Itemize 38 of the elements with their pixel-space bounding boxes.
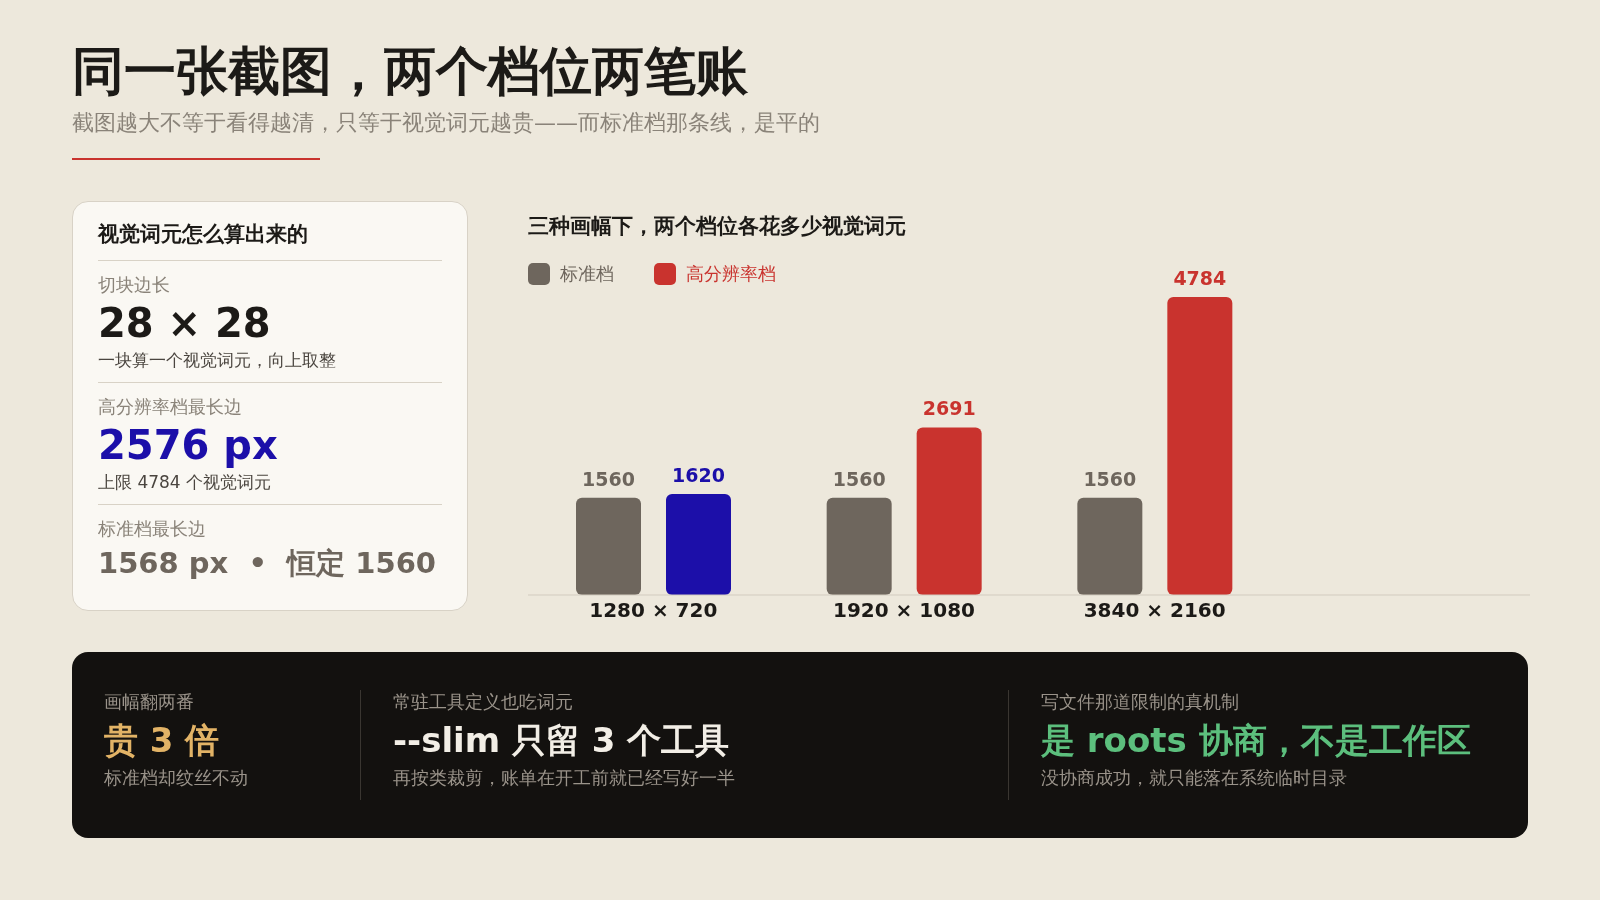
text: 1568 px • 恒定 1560	[98, 545, 437, 582]
bar	[576, 497, 641, 595]
bar	[1167, 297, 1233, 595]
data-label: 1560	[582, 467, 635, 490]
text: 常驻工具定义也吃词元	[393, 690, 574, 714]
data-label: 2691	[922, 397, 976, 420]
data-label: 1560	[832, 467, 886, 490]
legend-label: 标准档	[559, 262, 614, 286]
text: 2576 px	[98, 421, 279, 470]
text: 切块边长	[98, 273, 171, 297]
text: 没协商成功，就只能落在系统临时目录	[1041, 766, 1348, 790]
data-label: 1620	[672, 464, 725, 487]
text: 一块算一个视觉词元，向上取整	[98, 349, 337, 372]
data-label: 4784	[1173, 267, 1227, 289]
bar	[826, 497, 892, 595]
text: 再按类裁剪，账单在开工前就已经写好一半	[393, 766, 736, 790]
text: 标准档却纹丝不动	[104, 766, 249, 790]
legend-label: 高分辨率档	[685, 262, 776, 286]
text: 贵 3 倍	[104, 719, 221, 762]
text: 高分辨率档最长边	[98, 395, 243, 419]
chart-title: 三种画幅下，两个档位各花多少视觉词元	[528, 213, 907, 240]
bar	[1077, 497, 1143, 595]
text: 视觉词元怎么算出来的	[98, 220, 442, 261]
bar	[916, 427, 982, 595]
text: 写文件那道限制的真机制	[1041, 690, 1240, 714]
x-tick-label: 1280 × 720	[589, 598, 718, 623]
text: 标准档最长边	[98, 517, 207, 541]
text: 同一张截图，两个档位两笔账	[72, 40, 749, 103]
data-label: 1560	[1083, 467, 1137, 490]
text: 截图越大不等于看得越清，只等于视觉词元越贵——而标准档那条线，是平的	[72, 109, 821, 137]
x-tick-label: 1920 × 1080	[832, 598, 976, 623]
text: 上限 4784 个视觉词元	[98, 471, 273, 494]
bar	[666, 494, 731, 595]
text: 画幅翻两番	[104, 690, 195, 714]
text: 是 roots 协商，不是工作区	[1041, 719, 1472, 762]
x-tick-label: 3840 × 2160	[1083, 598, 1226, 623]
text: --slim 只留 3 个工具	[393, 719, 731, 762]
text: 28 × 28	[98, 299, 272, 348]
